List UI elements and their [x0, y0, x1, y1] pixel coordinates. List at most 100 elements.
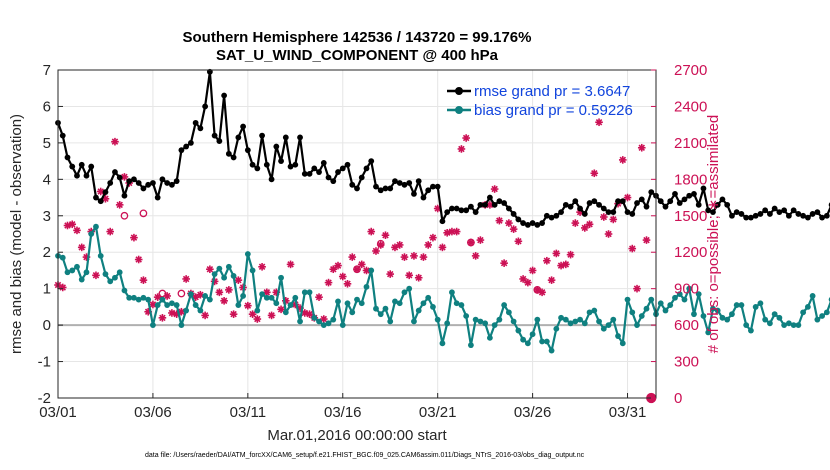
- rmse-point: [415, 178, 422, 185]
- obs-assimilated-marker: [467, 238, 475, 247]
- rmse-point: [449, 205, 455, 212]
- obs-assimilated-marker: [457, 145, 466, 153]
- rmse-point: [225, 150, 232, 157]
- bias-point: [93, 223, 99, 230]
- rmse-point: [453, 205, 460, 212]
- bias-point: [64, 269, 71, 276]
- bias-point: [282, 309, 289, 316]
- obs-assimilated-marker: [429, 233, 437, 242]
- rmse-point: [254, 165, 261, 172]
- y-axis-label: rmse and bias (model - observation): [8, 114, 25, 354]
- rmse-point: [316, 169, 322, 175]
- bias-point: [548, 347, 555, 354]
- rmse-point: [819, 214, 826, 221]
- bias-point: [107, 278, 114, 285]
- obs-assimilated-marker: [552, 249, 561, 258]
- bias-point: [131, 294, 137, 301]
- rmse-point: [164, 180, 171, 186]
- bias-point: [691, 311, 697, 318]
- bias-point: [411, 318, 417, 325]
- rmse-point: [785, 212, 792, 219]
- rmse-point: [581, 211, 588, 217]
- obs-assimilated-marker: [115, 201, 124, 209]
- rmse-point: [154, 194, 161, 201]
- bias-point: [705, 329, 712, 336]
- obs-assimilated-marker: [253, 315, 262, 323]
- rmse-point: [69, 163, 76, 170]
- obs-assimilated-marker: [73, 226, 81, 235]
- rmse-point: [657, 198, 664, 205]
- obs-assimilated-marker: [315, 293, 323, 301]
- rmse-point: [183, 143, 190, 150]
- obs-assimilated-marker: [566, 250, 575, 259]
- obs-assimilated-marker: [153, 293, 162, 301]
- obs-assimilated-marker: [58, 283, 67, 292]
- rmse-point: [406, 180, 413, 186]
- obs-assimilated-marker: [120, 173, 129, 181]
- bias-point: [534, 316, 541, 323]
- bias-point: [453, 300, 460, 307]
- bias-point: [634, 322, 640, 329]
- rmse-point: [553, 212, 560, 219]
- rmse-point: [567, 203, 574, 210]
- rmse-point: [396, 180, 403, 186]
- y-tick-label: -2: [38, 390, 51, 407]
- bias-point: [524, 340, 531, 347]
- obs-possible-marker: [353, 265, 361, 274]
- y-tick-label: 4: [43, 171, 51, 188]
- bias-point: [657, 300, 664, 307]
- rmse-point: [800, 212, 807, 219]
- obs-assimilated-marker: [225, 286, 233, 294]
- rmse-point: [235, 134, 242, 141]
- rmse-point: [244, 147, 251, 154]
- bias-point: [339, 322, 346, 329]
- obs-assimilated-marker: [353, 265, 361, 274]
- bias-point: [605, 322, 612, 329]
- bias-point: [292, 294, 299, 301]
- rmse-point: [781, 207, 788, 214]
- bias-point: [676, 291, 683, 298]
- rmse-point: [757, 211, 764, 217]
- rmse-point: [330, 178, 337, 185]
- obs-assimilated-marker: [642, 236, 651, 244]
- obs-assimilated-marker: [628, 244, 637, 253]
- bias-point: [206, 296, 213, 303]
- bias-point: [430, 303, 436, 310]
- obs-assimilated-marker: [68, 220, 77, 229]
- obs-assimilated-marker: [367, 227, 376, 236]
- obs-possible-marker: [139, 209, 148, 218]
- bias-point: [230, 273, 237, 279]
- bias-point: [819, 313, 826, 319]
- obs-assimilated-marker: [395, 241, 404, 249]
- bias-point: [183, 307, 190, 314]
- bias-point: [790, 322, 797, 329]
- rmse-point: [59, 132, 66, 139]
- bias-point: [221, 274, 228, 281]
- bias-point: [316, 318, 322, 325]
- obs-assimilated-marker: [324, 278, 333, 287]
- bias-point: [287, 302, 294, 308]
- obs-assimilated-marker: [244, 301, 252, 310]
- obs-assimilated-marker: [410, 252, 418, 260]
- rmse-point: [491, 201, 498, 208]
- bias-point: [154, 302, 161, 308]
- bias-point: [643, 305, 650, 312]
- bias-point: [420, 300, 427, 307]
- rmse-point: [724, 201, 731, 208]
- bias-point: [59, 254, 66, 261]
- obs-assimilated-marker: [343, 280, 352, 288]
- rmse-point: [577, 205, 583, 212]
- bias-point: [187, 291, 194, 298]
- rmse-point: [790, 207, 797, 214]
- rmse-point: [88, 163, 95, 170]
- rmse-point: [762, 207, 769, 214]
- rmse-point: [344, 161, 351, 168]
- bias-point: [667, 302, 674, 308]
- x-axis-ticks: 03/01 03/06 03/11 03/16 03/21 03/26 03/31: [39, 393, 646, 421]
- rmse-point: [173, 178, 180, 185]
- bias-point: [150, 322, 156, 329]
- bias-point: [145, 296, 152, 303]
- obs-assimilated-marker: [476, 236, 485, 244]
- rmse-point: [178, 147, 185, 154]
- obs-assimilated-marker: [590, 169, 599, 178]
